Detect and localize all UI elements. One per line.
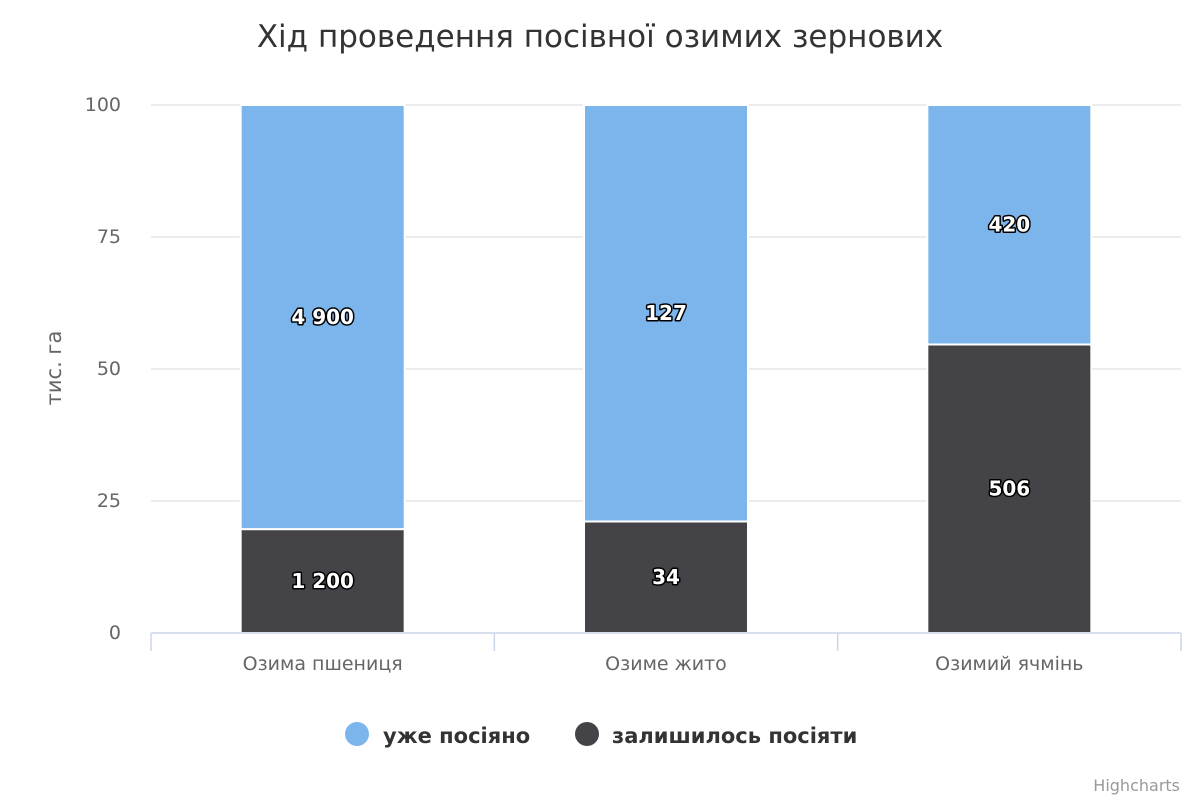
data-label: 420 — [988, 213, 1030, 237]
x-tick-label: Озиме жито — [605, 653, 727, 675]
data-labels: 1 200 4 900 34 127 506 420 — [290, 211, 1032, 594]
bar-sown[interactable] — [583, 104, 749, 523]
bar-remaining[interactable] — [583, 520, 749, 634]
legend-item-label[interactable]: уже посіяно — [383, 724, 530, 748]
x-tick-label: Озимий ячмінь — [935, 653, 1083, 675]
legend[interactable]: уже посіяно залишилось посіяти — [345, 722, 857, 748]
data-label: 127 — [645, 301, 687, 325]
bar-sown[interactable] — [239, 104, 406, 531]
x-tick-label: Озима пшениця — [243, 653, 403, 675]
y-axis: 0 25 50 75 100 — [85, 94, 121, 644]
legend-marker[interactable] — [345, 722, 369, 746]
y-tick-label: 0 — [109, 622, 121, 644]
y-axis-title: тис. га — [42, 331, 66, 406]
y-tick-label: 75 — [97, 226, 121, 248]
y-tick-label: 25 — [97, 490, 121, 512]
data-label: 506 — [988, 477, 1030, 501]
data-label: 34 — [652, 565, 680, 589]
chart-title: Хід проведення посівної озимих зернових — [257, 19, 943, 55]
bars — [239, 104, 1093, 635]
y-tick-label: 100 — [85, 94, 121, 116]
bar-remaining[interactable] — [239, 528, 406, 635]
data-label: 1 200 — [291, 569, 354, 593]
credits[interactable]: Highcharts — [1093, 776, 1180, 795]
y-tick-label: 50 — [97, 358, 121, 380]
x-axis: Озима пшениця Озиме жито Озимий ячмінь — [150, 632, 1182, 675]
bar-sown[interactable] — [926, 104, 1093, 346]
data-label: 4 900 — [291, 305, 354, 329]
bar-remaining[interactable] — [926, 343, 1093, 634]
legend-item-label[interactable]: залишилось посіяти — [612, 724, 857, 748]
legend-marker[interactable] — [575, 722, 599, 746]
